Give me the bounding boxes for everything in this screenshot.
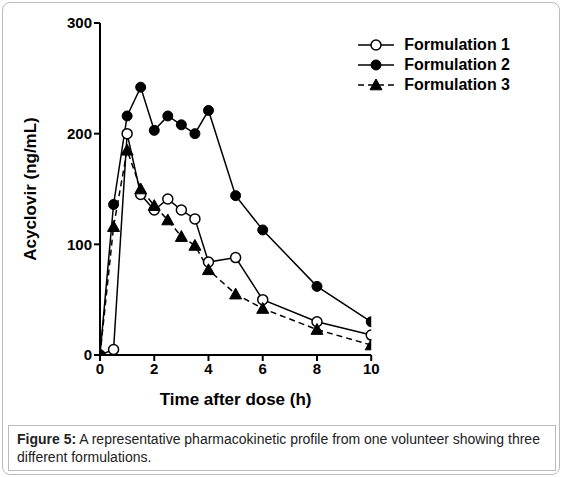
html-text:Formulation 3: Formulation 3 <box>404 76 510 93</box>
svg-text:10: 10 <box>363 360 380 377</box>
svg-text:8: 8 <box>313 360 321 377</box>
svg-text:Time after dose (h): Time after dose (h) <box>160 390 312 409</box>
svg-text:6: 6 <box>259 360 267 377</box>
svg-text:2: 2 <box>150 360 158 377</box>
html-text:Formulation 2: Formulation 2 <box>404 56 510 73</box>
svg-text:4: 4 <box>204 360 213 377</box>
svg-text:100: 100 <box>67 236 92 253</box>
svg-text:0: 0 <box>96 360 104 377</box>
html-text:Formulation 1: Formulation 1 <box>404 36 510 53</box>
svg-text:300: 300 <box>67 14 92 31</box>
svg-text:0: 0 <box>84 346 92 363</box>
svg-text:Acyclovir (ng/mL): Acyclovir (ng/mL) <box>21 117 40 261</box>
html-text:Figure 5: A representative pha: Figure 5: A representative pharmacokinet… <box>17 431 540 465</box>
svg-text:200: 200 <box>67 125 92 142</box>
